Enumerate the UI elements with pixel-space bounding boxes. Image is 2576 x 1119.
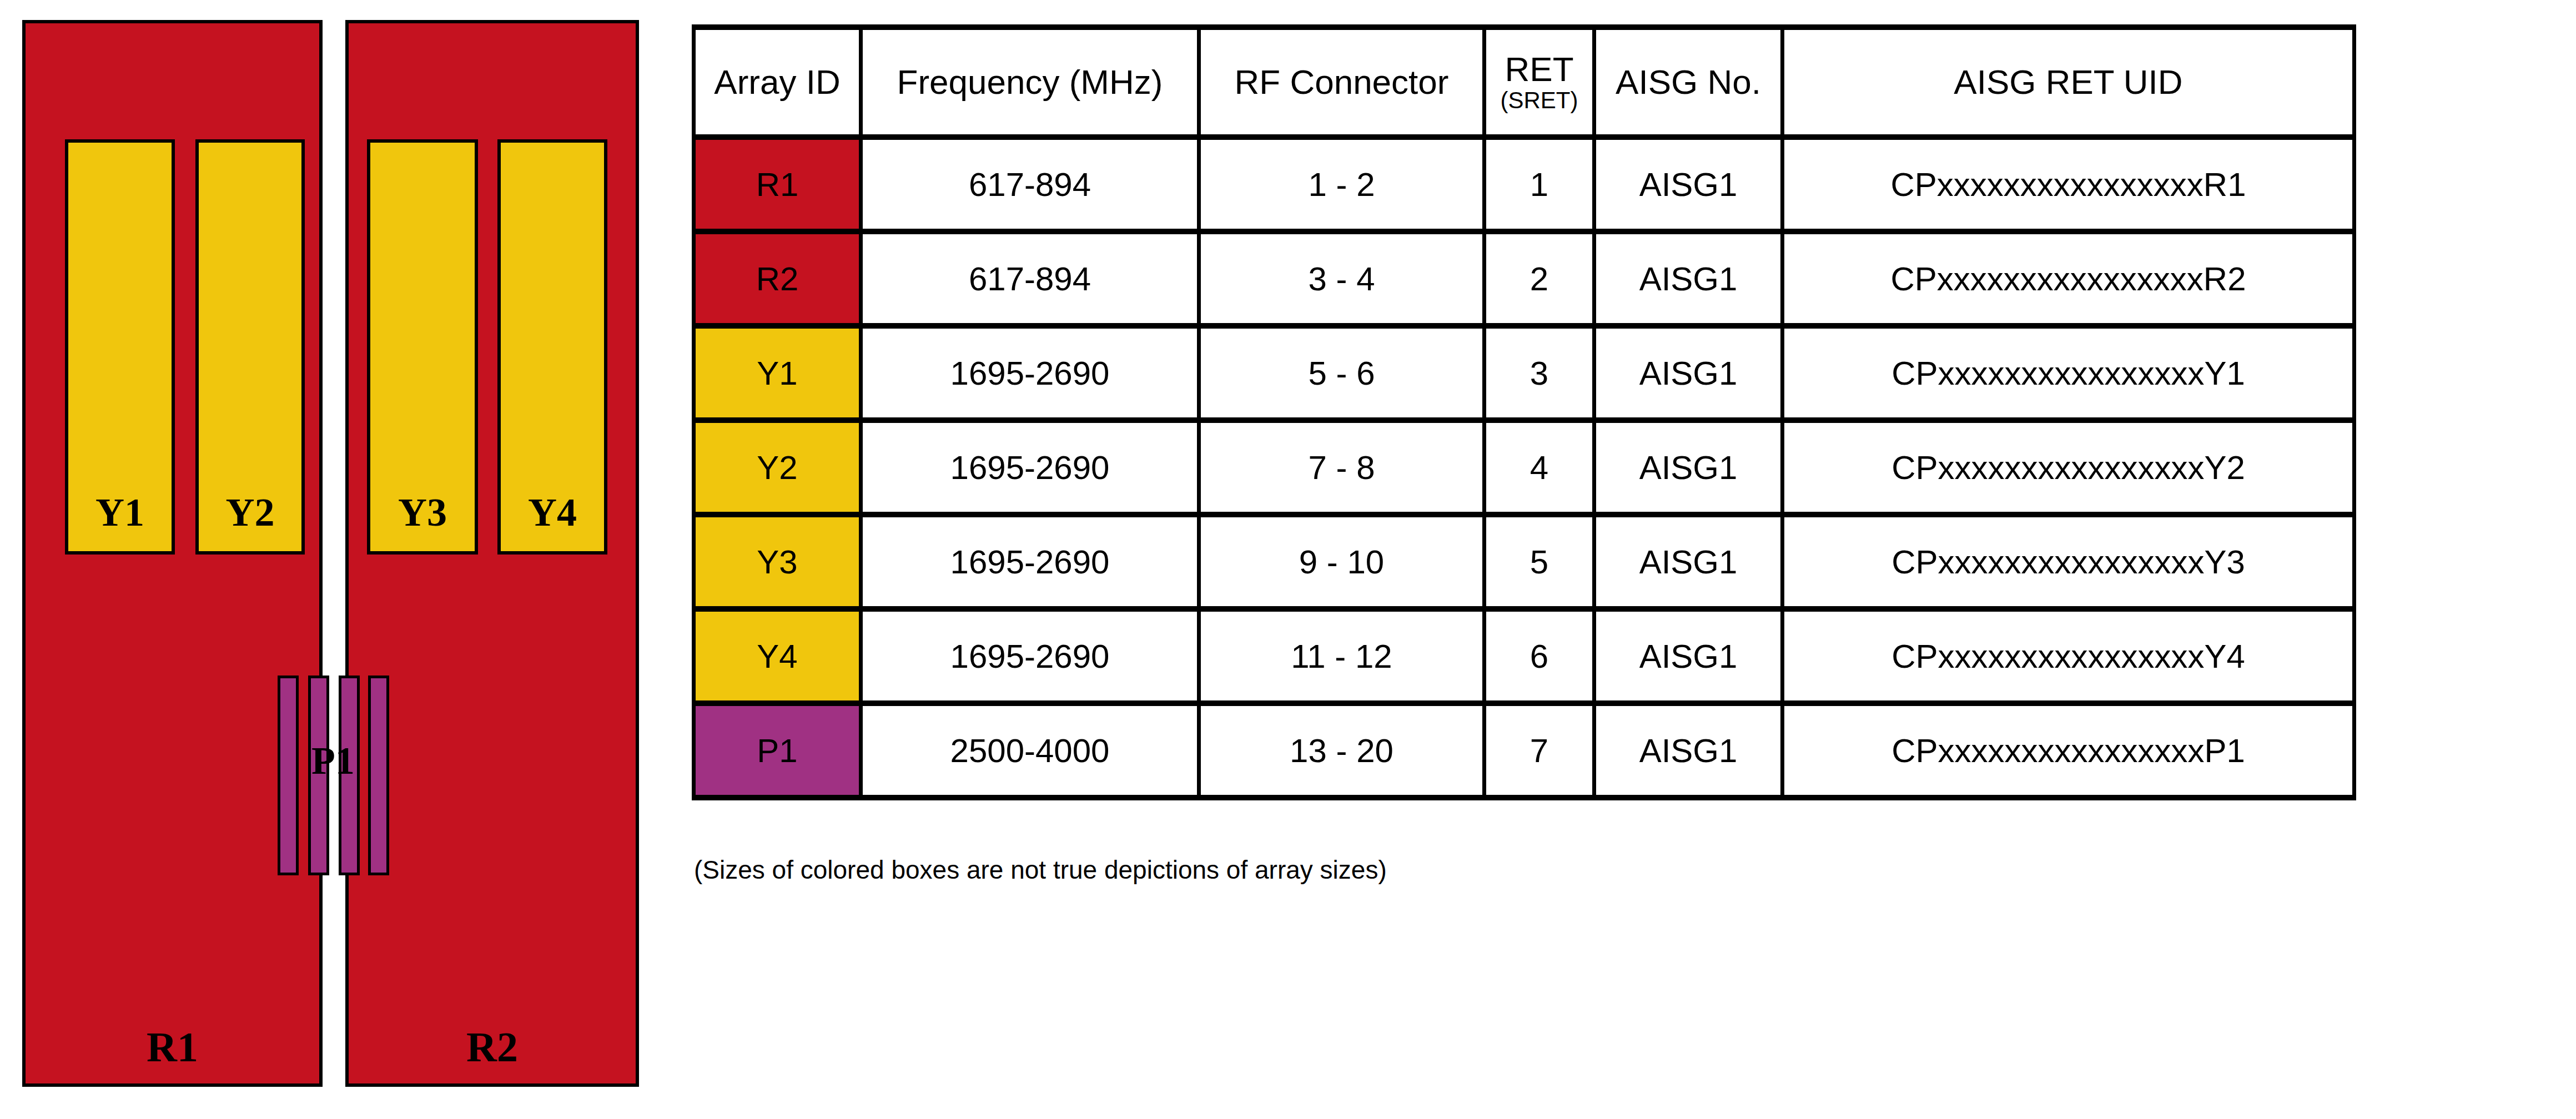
array-label-y2: Y2 <box>199 492 301 532</box>
cell-frequency: 617-894 <box>861 137 1199 231</box>
array-box-y2: Y2 <box>195 139 305 555</box>
header-rf-connector: RF Connector <box>1199 27 1485 137</box>
table-row-y1: Y1 1695-2690 5 - 6 3 AISG1 CPxxxxxxxxxxx… <box>694 326 2354 420</box>
header-aisg-no: AISG No. <box>1594 27 1783 137</box>
header-ret: RET (SRET) <box>1485 27 1594 137</box>
cell-aisg-no: AISG1 <box>1594 137 1783 231</box>
red-panel-r2: Y3 Y4 R2 <box>345 20 639 1087</box>
array-label-y3: Y3 <box>370 492 475 532</box>
cell-aisg-ret-uid: CPxxxxxxxxxxxxxxxxR1 <box>1783 137 2354 231</box>
cell-aisg-ret-uid: CPxxxxxxxxxxxxxxxxY4 <box>1783 609 2354 703</box>
panel-label-r1: R1 <box>26 1026 319 1068</box>
ret-spec-table: Array ID Frequency (MHz) RF Connector RE… <box>692 24 2356 800</box>
array-box-y3: Y3 <box>367 139 478 555</box>
p1-array-bar <box>368 676 389 875</box>
cell-array-id: Y2 <box>694 420 861 515</box>
p1-array-bar <box>278 676 299 875</box>
table-row-r2: R2 617-894 3 - 4 2 AISG1 CPxxxxxxxxxxxxx… <box>694 231 2354 326</box>
cell-aisg-ret-uid: CPxxxxxxxxxxxxxxxxP1 <box>1783 703 2354 798</box>
cell-rf-connector: 3 - 4 <box>1199 231 1485 326</box>
cell-aisg-no: AISG1 <box>1594 609 1783 703</box>
cell-ret: 3 <box>1485 326 1594 420</box>
cell-array-id: P1 <box>694 703 861 798</box>
header-aisg-ret-uid: AISG RET UID <box>1783 27 2354 137</box>
cell-array-id: Y4 <box>694 609 861 703</box>
header-frequency: Frequency (MHz) <box>861 27 1199 137</box>
cell-frequency: 1695-2690 <box>861 609 1199 703</box>
cell-rf-connector: 11 - 12 <box>1199 609 1485 703</box>
cell-rf-connector: 1 - 2 <box>1199 137 1485 231</box>
header-ret-sub: (SRET) <box>1486 88 1592 113</box>
cell-ret: 4 <box>1485 420 1594 515</box>
array-box-y1: Y1 <box>65 139 175 555</box>
cell-frequency: 1695-2690 <box>861 326 1199 420</box>
table-row-y4: Y4 1695-2690 11 - 12 6 AISG1 CPxxxxxxxxx… <box>694 609 2354 703</box>
cell-frequency: 1695-2690 <box>861 515 1199 609</box>
red-panel-r1: Y1 Y2 R1 <box>22 20 323 1087</box>
panel-label-r2: R2 <box>349 1026 636 1068</box>
cell-rf-connector: 7 - 8 <box>1199 420 1485 515</box>
cell-aisg-no: AISG1 <box>1594 515 1783 609</box>
cell-aisg-no: AISG1 <box>1594 231 1783 326</box>
table-row-p1: P1 2500-4000 13 - 20 7 AISG1 CPxxxxxxxxx… <box>694 703 2354 798</box>
table-row-y2: Y2 1695-2690 7 - 8 4 AISG1 CPxxxxxxxxxxx… <box>694 420 2354 515</box>
figure-canvas: Y1 Y2 R1 Y3 Y4 R2 P1 <box>0 0 2576 1119</box>
table-row-y3: Y3 1695-2690 9 - 10 5 AISG1 CPxxxxxxxxxx… <box>694 515 2354 609</box>
cell-aisg-ret-uid: CPxxxxxxxxxxxxxxxxY2 <box>1783 420 2354 515</box>
cell-aisg-no: AISG1 <box>1594 703 1783 798</box>
cell-aisg-no: AISG1 <box>1594 420 1783 515</box>
header-ret-main: RET <box>1505 50 1574 88</box>
cell-frequency: 1695-2690 <box>861 420 1199 515</box>
array-label-y1: Y1 <box>68 492 172 532</box>
cell-array-id: R2 <box>694 231 861 326</box>
cell-frequency: 617-894 <box>861 231 1199 326</box>
cell-rf-connector: 5 - 6 <box>1199 326 1485 420</box>
cell-ret: 2 <box>1485 231 1594 326</box>
cell-array-id: Y3 <box>694 515 861 609</box>
cell-ret: 6 <box>1485 609 1594 703</box>
cell-array-id: R1 <box>694 137 861 231</box>
cell-ret: 7 <box>1485 703 1594 798</box>
p1-label: P1 <box>300 742 366 780</box>
array-box-y4: Y4 <box>497 139 607 555</box>
cell-aisg-ret-uid: CPxxxxxxxxxxxxxxxxY1 <box>1783 326 2354 420</box>
cell-rf-connector: 9 - 10 <box>1199 515 1485 609</box>
table-row-r1: R1 617-894 1 - 2 1 AISG1 CPxxxxxxxxxxxxx… <box>694 137 2354 231</box>
cell-ret: 1 <box>1485 137 1594 231</box>
array-label-y4: Y4 <box>501 492 604 532</box>
cell-frequency: 2500-4000 <box>861 703 1199 798</box>
cell-aisg-ret-uid: CPxxxxxxxxxxxxxxxxR2 <box>1783 231 2354 326</box>
cell-rf-connector: 13 - 20 <box>1199 703 1485 798</box>
cell-aisg-no: AISG1 <box>1594 326 1783 420</box>
cell-aisg-ret-uid: CPxxxxxxxxxxxxxxxxY3 <box>1783 515 2354 609</box>
cell-array-id: Y1 <box>694 326 861 420</box>
cell-ret: 5 <box>1485 515 1594 609</box>
header-array-id: Array ID <box>694 27 861 137</box>
table-header-row: Array ID Frequency (MHz) RF Connector RE… <box>694 27 2354 137</box>
note-text: (Sizes of colored boxes are not true dep… <box>694 855 1387 885</box>
